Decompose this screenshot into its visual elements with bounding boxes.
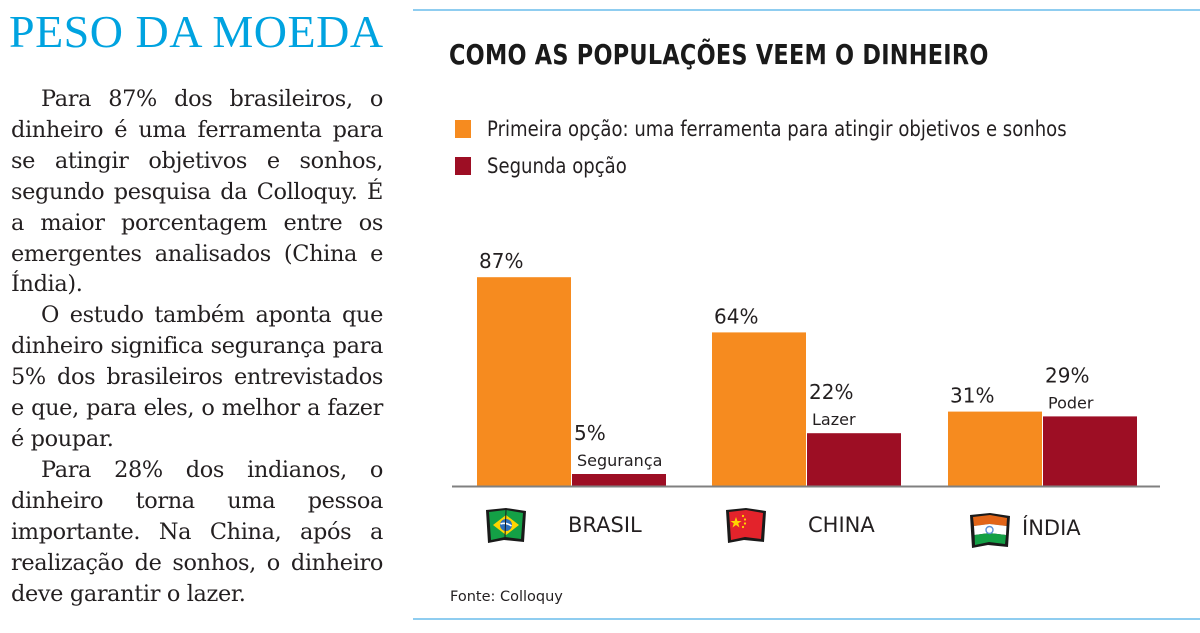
bar-brasil-series-2 (572, 474, 666, 486)
china-flag-icon (726, 508, 766, 543)
category-label-india: ÍNDIA (1022, 515, 1081, 540)
category-label-brasil: BRASIL (568, 513, 642, 537)
annotation-china: Lazer (812, 410, 856, 429)
category-label-china: CHINA (808, 513, 875, 537)
data-label-brasil-series-1: 87% (479, 249, 523, 273)
bar-brasil-series-1 (477, 277, 571, 486)
source-note: Fonte: Colloquy (450, 589, 563, 605)
headline: PESO DA MOEDA (9, 6, 384, 57)
article-paragraph: Para 28% dos indianos, o dinheiro torna … (11, 456, 383, 607)
bar-india-series-1 (948, 411, 1042, 486)
legend-label-segunda: Segunda opção (487, 154, 627, 178)
annotation-india: Poder (1048, 393, 1094, 412)
legend-swatch-primeira (455, 120, 471, 138)
legend-label-primeira: Primeira opção: uma ferramenta para atin… (487, 117, 1067, 141)
bottom-rule (413, 618, 1200, 620)
bar-china-series-2 (807, 433, 901, 486)
legend-swatch-segunda (455, 157, 471, 175)
top-rule (413, 9, 1200, 11)
article-paragraph: Para 87% dos brasileiros, o dinheiro é u… (11, 86, 383, 298)
article-body: Para 87% dos brasileiros, o dinheiro é u… (11, 84, 383, 609)
brazil-flag-icon (486, 508, 526, 543)
india-flag-icon (970, 513, 1010, 548)
article-paragraph: O estudo também aponta que dinheiro sign… (11, 302, 383, 452)
data-label-china-series-1: 64% (714, 304, 758, 328)
bars-group (477, 277, 1137, 486)
chart-title: COMO AS POPULAÇÕES VEEM O DINHEIRO (449, 38, 989, 71)
bar-china-series-1 (712, 332, 806, 486)
bar-india-series-2 (1043, 416, 1137, 486)
annotation-brasil: Segurança (577, 451, 662, 470)
data-label-india-series-1: 31% (950, 384, 994, 408)
legend-item-segunda: Segunda opção (455, 153, 650, 179)
data-label-brasil-series-2: 5% (574, 421, 606, 445)
data-labels-group: 87% 5% Segurança 64% 22% Lazer 31% 29% Poder (479, 249, 1094, 470)
data-label-china-series-2: 22% (809, 380, 853, 404)
legend-item-primeira: Primeira opção: uma ferramenta para atin… (455, 116, 1161, 142)
data-label-india-series-2: 29% (1045, 363, 1089, 387)
